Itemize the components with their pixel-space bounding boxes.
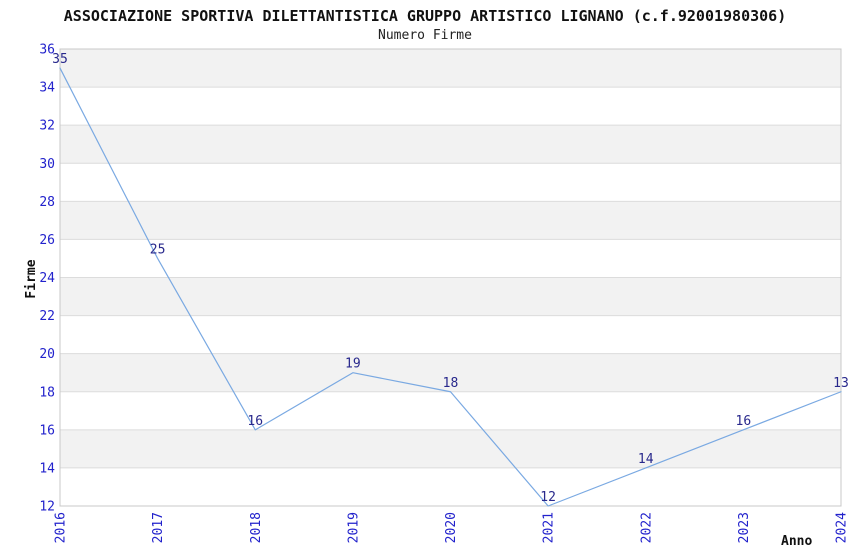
x-tick-label: 2021 [542, 512, 557, 543]
shaded-band [60, 125, 841, 164]
y-tick-label: 28 [39, 195, 55, 210]
y-tick-label: 24 [39, 271, 55, 286]
y-tick-label: 18 [39, 385, 55, 400]
y-tick-label: 14 [39, 461, 55, 476]
point-label: 16 [736, 414, 752, 429]
y-tick-label: 34 [39, 81, 55, 96]
x-tick-label: 2019 [346, 512, 361, 543]
shaded-band [60, 49, 841, 88]
x-tick-label: 2024 [835, 512, 850, 543]
y-tick-label: 30 [39, 157, 55, 172]
point-label: 18 [443, 376, 459, 391]
series-line [59, 67, 842, 507]
point-label: 25 [150, 242, 166, 257]
y-tick-label: 36 [39, 43, 55, 58]
point-label: 16 [247, 414, 263, 429]
x-tick-label: 2023 [737, 512, 752, 543]
chart-title: ASSOCIAZIONE SPORTIVA DILETTANTISTICA GR… [63, 7, 787, 25]
shaded-band [60, 353, 841, 392]
y-tick-label: 26 [39, 233, 55, 248]
y-tick-label: 12 [39, 500, 55, 515]
x-tick-label: 2022 [639, 512, 654, 543]
y-tick-label: 20 [39, 347, 55, 362]
shaded-band [60, 201, 841, 240]
point-label: 19 [345, 357, 361, 372]
point-label: 14 [638, 452, 654, 467]
shaded-band [60, 429, 841, 468]
x-axis-title: Anno [781, 534, 813, 549]
x-tick-label: 2020 [444, 512, 459, 543]
y-tick-label: 22 [39, 309, 55, 324]
y-tick-label: 16 [39, 423, 55, 438]
plot-border [59, 48, 842, 507]
point-label: 13 [833, 376, 849, 391]
point-label: 12 [540, 490, 556, 505]
shaded-band [60, 277, 841, 316]
point-label: 35 [52, 52, 68, 67]
y-tick-label: 32 [39, 119, 55, 134]
x-tick-label: 2018 [249, 512, 264, 543]
x-tick-label: 2017 [151, 512, 166, 543]
chart-subtitle: Numero Firme [378, 28, 472, 43]
x-tick-label: 2016 [54, 512, 69, 543]
